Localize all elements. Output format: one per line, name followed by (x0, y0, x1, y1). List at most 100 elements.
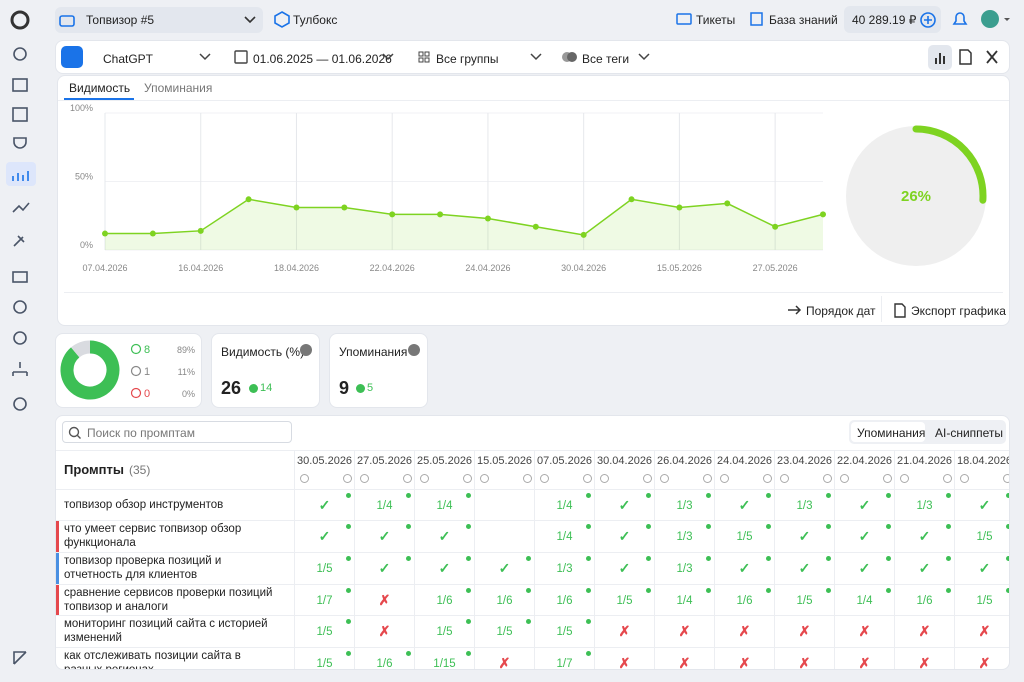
status-dot (886, 556, 891, 561)
table-cell: ✓ (594, 489, 654, 521)
cell-value: 1/5 (736, 531, 753, 543)
status-dot (346, 651, 351, 656)
sentiment-icon (130, 343, 142, 355)
tickets-icon (676, 13, 692, 25)
chart-action-icons (788, 303, 906, 318)
status-dot (646, 556, 651, 561)
status-dot (466, 493, 471, 498)
add-icon (920, 12, 936, 28)
status-dot (346, 619, 351, 624)
col-border (654, 450, 655, 490)
balance-box[interactable]: 40 289.19 ₽ (844, 6, 941, 33)
table-cell: ✓ (594, 552, 654, 584)
table-cell: ✗ (654, 647, 714, 670)
mode-switch: Упоминания AI-сниппеты (849, 420, 1006, 444)
cell-value: 1/5 (316, 563, 333, 575)
table-cell: 1/5 (474, 615, 534, 647)
metric-title: Видимость (%) (221, 345, 305, 359)
date-header: 30.05.2026 (297, 455, 353, 467)
refresh-button[interactable] (61, 46, 83, 68)
status-dot (766, 588, 771, 593)
table-cell: ✓ (714, 489, 774, 521)
sentiment-segment (60, 340, 120, 400)
tab-visibility[interactable]: Видимость (69, 81, 131, 95)
col-icons (480, 474, 489, 483)
table-cell: ✗ (954, 647, 1009, 669)
cell-value: 1/5 (976, 595, 993, 607)
cell-value: ✓ (738, 497, 751, 513)
cell-value: ✓ (918, 528, 931, 544)
groups-filter[interactable]: Все группы (436, 52, 499, 66)
date-header: 30.04.2026 (597, 455, 653, 467)
cell-value: ✓ (618, 497, 631, 513)
status-dot (946, 524, 951, 529)
cell-value: 1/5 (316, 626, 333, 638)
table-cell: ✗ (474, 647, 534, 670)
cell-value: ✓ (798, 560, 811, 576)
date-header: 18.04.2026 (957, 455, 1010, 467)
mode-mentions[interactable]: Упоминания (857, 426, 926, 440)
table-cell: ✓ (414, 552, 474, 584)
cell-value: 1/3 (796, 500, 813, 512)
table-cell: 1/4 (654, 584, 714, 616)
knowledge-base-link[interactable]: База знаний (769, 13, 838, 27)
status-dot (766, 556, 771, 561)
prompts-title: Промпты (64, 462, 124, 477)
chevron (244, 16, 256, 24)
table-cell: ✓ (294, 489, 354, 521)
period-filter[interactable]: 01.06.2025 — 01.06.2026 (253, 52, 392, 66)
metric-card: Упоминания 9 5 (329, 333, 428, 408)
prompt-text: что умеет сервис топвизор обзор функцион… (64, 523, 242, 549)
tags-filter[interactable]: Все теги (582, 52, 630, 66)
cell-value: ✓ (918, 560, 931, 576)
sentiment-chart: 8 89% 1 11% 0 0% (60, 340, 195, 400)
project-selector[interactable]: Топвизор #5 (55, 7, 263, 33)
toolbar-icons (935, 49, 998, 65)
cell-value: ✗ (498, 655, 511, 670)
col-border (894, 450, 895, 490)
cell-value: 1/5 (616, 595, 633, 607)
table-cell: 1/5 (294, 552, 354, 584)
cell-value: ✗ (678, 655, 691, 670)
date-order-button[interactable]: Порядок дат (806, 304, 876, 318)
tab-mentions[interactable]: Упоминания (144, 81, 213, 95)
table-cell: 1/4 (834, 584, 894, 616)
date-header: 26.04.2026 (657, 455, 713, 467)
search-box[interactable]: Поиск по промптам (62, 421, 292, 443)
prompt-text: мониторинг позиций сайта с историей изме… (64, 618, 268, 644)
cell-value: 1/3 (676, 531, 693, 543)
sentiment-count: 1 (144, 366, 150, 378)
col-icons (960, 474, 969, 483)
status-dot (1006, 493, 1009, 498)
cell-value: ✗ (978, 623, 991, 639)
mode-snippets[interactable]: AI-сниппеты (935, 426, 1004, 440)
delta-icon (249, 384, 258, 393)
kb-icon (750, 12, 763, 26)
table-cell: 1/4 (354, 489, 414, 521)
project-icon (59, 15, 75, 27)
date-header: 25.05.2026 (417, 455, 473, 467)
date-header: 21.04.2026 (897, 455, 953, 467)
date-header: 07.05.2026 (537, 455, 593, 467)
status-dot (826, 493, 831, 498)
col-icons (780, 474, 789, 483)
tickets-link[interactable]: Тикеты (696, 13, 736, 27)
help-icon (408, 344, 420, 356)
status-dot (706, 493, 711, 498)
cell-value: 1/3 (676, 500, 693, 512)
sentiment-count: 0 (144, 388, 150, 400)
col-icons (360, 474, 369, 483)
table-cell: 1/5 (714, 520, 774, 552)
model-filter[interactable]: ChatGPT (103, 52, 154, 66)
col-border (354, 450, 355, 490)
table-cell: ✗ (714, 647, 774, 669)
toolbox-link[interactable]: Тулбокс (293, 13, 338, 27)
status-dot (1006, 588, 1009, 593)
export-chart-button[interactable]: Экспорт графика (911, 304, 1006, 318)
table-cell: ✓ (414, 520, 474, 552)
user-area[interactable] (950, 10, 1020, 30)
table-cell (474, 489, 534, 521)
cell-value: ✗ (618, 623, 631, 639)
status-dot (826, 588, 831, 593)
divider (58, 100, 1009, 101)
